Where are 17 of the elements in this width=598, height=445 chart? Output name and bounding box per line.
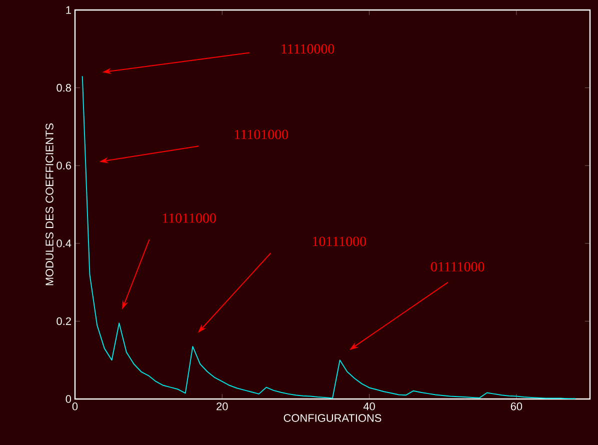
annotation: 11011000 <box>162 213 216 223</box>
y-tick-label: 0.4 <box>56 240 72 248</box>
annotation: 11110000 <box>282 44 334 54</box>
x-tick-label: 20 <box>216 402 228 410</box>
x-tick-label: 40 <box>363 402 375 410</box>
annotation: 10111000 <box>312 236 366 246</box>
annotation: 11101000 <box>234 130 288 140</box>
y-axis-title: MODULES DES COEFFICIENTS <box>46 123 54 286</box>
y-tick-label: 1 <box>66 6 71 14</box>
y-tick-label: 0.2 <box>56 317 71 326</box>
x-tick-label: 60 <box>510 402 522 410</box>
y-tick-label: 0.6 <box>56 162 71 170</box>
x-tick-label: 0 <box>72 402 78 410</box>
y-tick-label: 0.8 <box>56 84 71 92</box>
y-tick-label: 0 <box>66 395 72 403</box>
annotation: 01111000 <box>430 262 484 272</box>
x-axis-title: CONFIGURATIONS <box>284 414 382 422</box>
